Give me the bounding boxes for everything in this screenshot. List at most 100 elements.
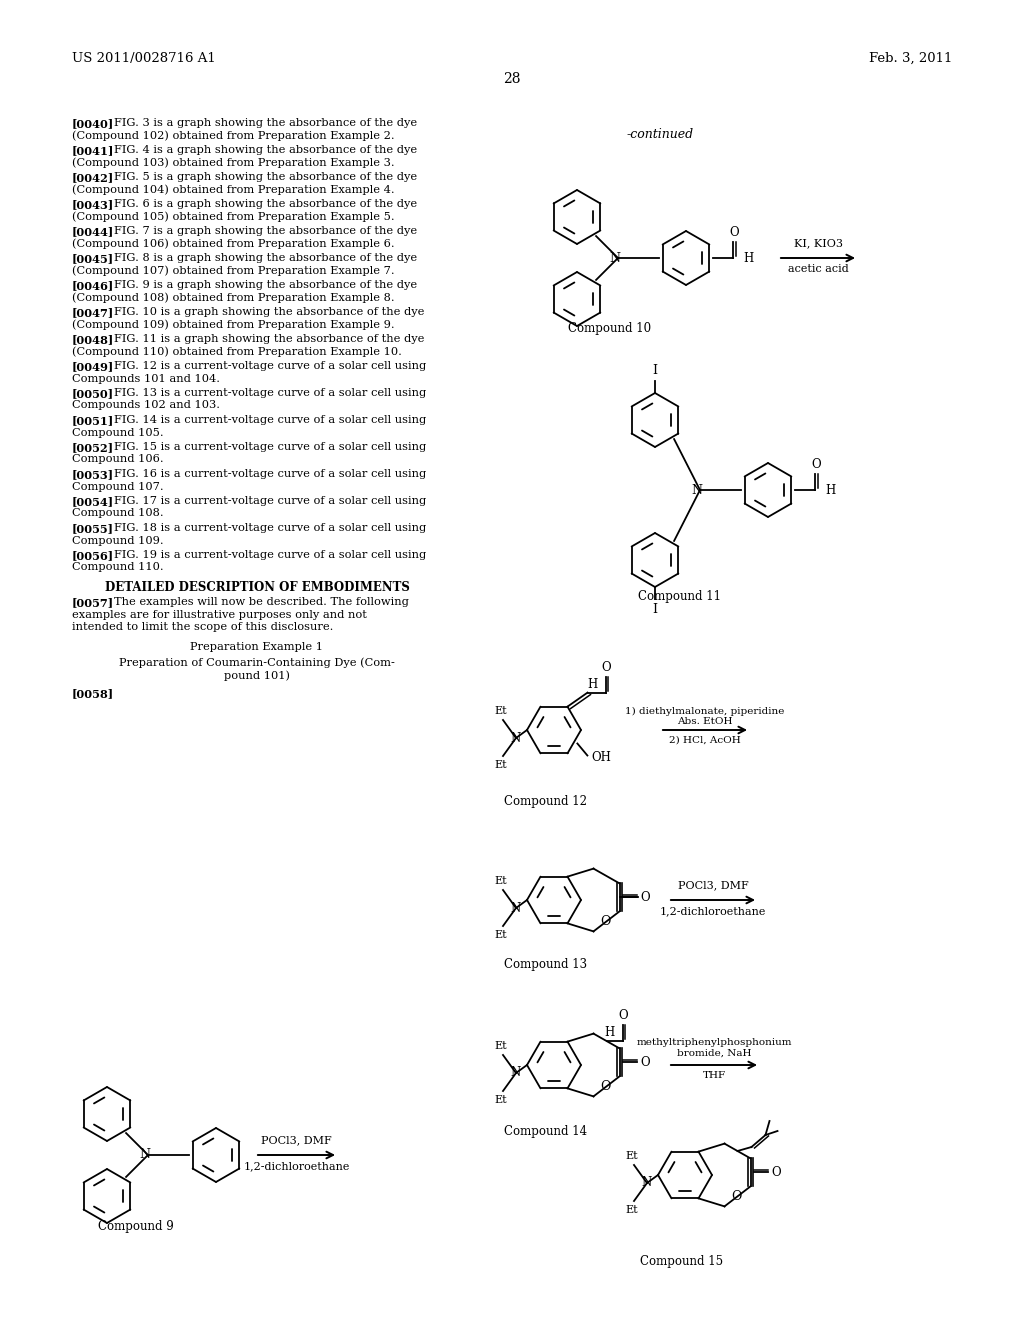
Text: bromide, NaH: bromide, NaH — [677, 1049, 752, 1059]
Text: N: N — [511, 902, 521, 915]
Text: N: N — [642, 1176, 652, 1189]
Text: [0043]: [0043] — [72, 199, 115, 210]
Text: (Compound 109) obtained from Preparation Example 9.: (Compound 109) obtained from Preparation… — [72, 319, 394, 330]
Text: (Compound 103) obtained from Preparation Example 3.: (Compound 103) obtained from Preparation… — [72, 157, 394, 168]
Text: Abs. EtOH: Abs. EtOH — [677, 717, 733, 726]
Text: O: O — [618, 1008, 629, 1022]
Text: (Compound 104) obtained from Preparation Example 4.: (Compound 104) obtained from Preparation… — [72, 185, 394, 195]
Text: POCl3, DMF: POCl3, DMF — [261, 1135, 332, 1144]
Text: Et: Et — [495, 706, 507, 715]
Text: Compound 109.: Compound 109. — [72, 536, 164, 545]
Text: [0052]: [0052] — [72, 442, 114, 453]
Text: Compound 107.: Compound 107. — [72, 482, 164, 491]
Text: 1) diethylmalonate, piperidine: 1) diethylmalonate, piperidine — [626, 708, 784, 715]
Text: Et: Et — [626, 1205, 638, 1214]
Text: (Compound 102) obtained from Preparation Example 2.: (Compound 102) obtained from Preparation… — [72, 131, 394, 141]
Text: 28: 28 — [503, 73, 521, 86]
Text: DETAILED DESCRIPTION OF EMBODIMENTS: DETAILED DESCRIPTION OF EMBODIMENTS — [104, 581, 410, 594]
Text: OH: OH — [592, 751, 611, 764]
Text: FIG. 6 is a graph showing the absorbance of the dye: FIG. 6 is a graph showing the absorbance… — [114, 199, 417, 209]
Text: [0057]: [0057] — [72, 597, 114, 609]
Text: Compound 106.: Compound 106. — [72, 454, 164, 465]
Text: methyltriphenylphosphonium: methyltriphenylphosphonium — [636, 1038, 792, 1047]
Text: H: H — [604, 1027, 614, 1040]
Text: Preparation of Coumarin-Containing Dye (Com-: Preparation of Coumarin-Containing Dye (… — [119, 657, 395, 668]
Text: N: N — [139, 1148, 151, 1162]
Text: H: H — [743, 252, 754, 265]
Text: [0058]: [0058] — [72, 689, 114, 700]
Text: FIG. 11 is a graph showing the absorbance of the dye: FIG. 11 is a graph showing the absorbanc… — [114, 334, 424, 345]
Text: FIG. 13 is a current-voltage curve of a solar cell using: FIG. 13 is a current-voltage curve of a … — [114, 388, 426, 399]
Text: Et: Et — [626, 1151, 638, 1162]
Text: FIG. 12 is a current-voltage curve of a solar cell using: FIG. 12 is a current-voltage curve of a … — [114, 360, 426, 371]
Text: I: I — [652, 603, 657, 616]
Text: intended to limit the scope of this disclosure.: intended to limit the scope of this disc… — [72, 622, 334, 632]
Text: Et: Et — [495, 931, 507, 940]
Text: [0041]: [0041] — [72, 145, 115, 156]
Text: [0049]: [0049] — [72, 360, 115, 372]
Text: (Compound 110) obtained from Preparation Example 10.: (Compound 110) obtained from Preparation… — [72, 346, 401, 358]
Text: Compound 9: Compound 9 — [98, 1220, 174, 1233]
Text: The examples will now be described. The following: The examples will now be described. The … — [114, 597, 409, 607]
Text: [0051]: [0051] — [72, 414, 115, 426]
Text: O: O — [640, 891, 650, 904]
Text: Et: Et — [495, 1096, 507, 1105]
Text: Preparation Example 1: Preparation Example 1 — [190, 643, 324, 652]
Text: [0044]: [0044] — [72, 226, 115, 238]
Text: O: O — [729, 226, 738, 239]
Text: O: O — [731, 1189, 741, 1203]
Text: Et: Et — [495, 1041, 507, 1051]
Text: Compound 11: Compound 11 — [639, 590, 722, 603]
Text: FIG. 8 is a graph showing the absorbance of the dye: FIG. 8 is a graph showing the absorbance… — [114, 253, 417, 263]
Text: Feb. 3, 2011: Feb. 3, 2011 — [868, 51, 952, 65]
Text: (Compound 108) obtained from Preparation Example 8.: (Compound 108) obtained from Preparation… — [72, 293, 394, 304]
Text: O: O — [640, 1056, 650, 1069]
Text: [0048]: [0048] — [72, 334, 115, 345]
Text: FIG. 9 is a graph showing the absorbance of the dye: FIG. 9 is a graph showing the absorbance… — [114, 280, 417, 290]
Text: FIG. 7 is a graph showing the absorbance of the dye: FIG. 7 is a graph showing the absorbance… — [114, 226, 417, 236]
Text: THF: THF — [702, 1071, 726, 1080]
Text: FIG. 3 is a graph showing the absorbance of the dye: FIG. 3 is a graph showing the absorbance… — [114, 117, 417, 128]
Text: Compound 13: Compound 13 — [504, 958, 587, 972]
Text: [0040]: [0040] — [72, 117, 115, 129]
Text: Compound 108.: Compound 108. — [72, 508, 164, 519]
Text: KI, KIO3: KI, KIO3 — [794, 238, 843, 248]
Text: [0046]: [0046] — [72, 280, 115, 290]
Text: O: O — [600, 1080, 610, 1093]
Text: O: O — [600, 915, 610, 928]
Text: I: I — [652, 364, 657, 378]
Text: US 2011/0028716 A1: US 2011/0028716 A1 — [72, 51, 216, 65]
Text: N: N — [609, 252, 621, 264]
Text: Compounds 102 and 103.: Compounds 102 and 103. — [72, 400, 220, 411]
Text: (Compound 105) obtained from Preparation Example 5.: (Compound 105) obtained from Preparation… — [72, 211, 394, 222]
Text: acetic acid: acetic acid — [787, 264, 848, 275]
Text: Et: Et — [495, 876, 507, 886]
Text: Compound 15: Compound 15 — [640, 1255, 723, 1269]
Text: N: N — [511, 1067, 521, 1080]
Text: 1,2-dichloroethane: 1,2-dichloroethane — [244, 1162, 349, 1171]
Text: 1,2-dichloroethane: 1,2-dichloroethane — [659, 906, 766, 916]
Text: [0056]: [0056] — [72, 550, 114, 561]
Text: [0042]: [0042] — [72, 172, 115, 183]
Text: [0054]: [0054] — [72, 496, 114, 507]
Text: FIG. 17 is a current-voltage curve of a solar cell using: FIG. 17 is a current-voltage curve of a … — [114, 496, 426, 506]
Text: FIG. 4 is a graph showing the absorbance of the dye: FIG. 4 is a graph showing the absorbance… — [114, 145, 417, 154]
Text: N: N — [511, 731, 521, 744]
Text: Compounds 101 and 104.: Compounds 101 and 104. — [72, 374, 220, 384]
Text: Compound 10: Compound 10 — [568, 322, 651, 335]
Text: (Compound 106) obtained from Preparation Example 6.: (Compound 106) obtained from Preparation… — [72, 239, 394, 249]
Text: examples are for illustrative purposes only and not: examples are for illustrative purposes o… — [72, 610, 367, 619]
Text: O: O — [771, 1166, 781, 1179]
Text: Compound 105.: Compound 105. — [72, 428, 164, 437]
Text: [0045]: [0045] — [72, 253, 114, 264]
Text: H: H — [587, 678, 597, 692]
Text: Compound 12: Compound 12 — [504, 795, 587, 808]
Text: (Compound 107) obtained from Preparation Example 7.: (Compound 107) obtained from Preparation… — [72, 265, 394, 276]
Text: N: N — [691, 483, 702, 496]
Text: FIG. 10 is a graph showing the absorbance of the dye: FIG. 10 is a graph showing the absorbanc… — [114, 308, 424, 317]
Text: -continued: -continued — [627, 128, 693, 141]
Text: [0055]: [0055] — [72, 523, 114, 535]
Text: FIG. 14 is a current-voltage curve of a solar cell using: FIG. 14 is a current-voltage curve of a … — [114, 414, 426, 425]
Text: O: O — [811, 458, 821, 471]
Text: H: H — [825, 484, 836, 498]
